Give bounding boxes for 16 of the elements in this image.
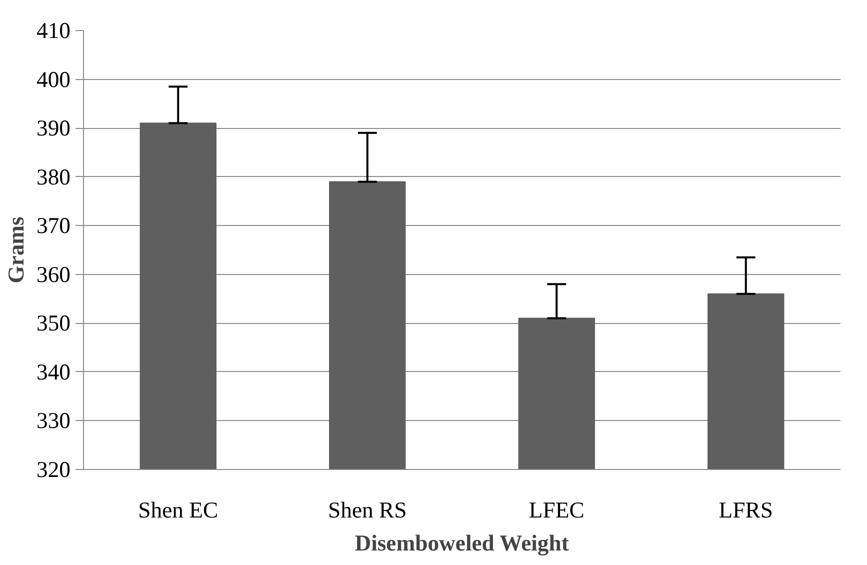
- y-tick-label: 360: [36, 262, 70, 287]
- x-tick-label: Shen EC: [138, 498, 218, 522]
- x-tick-label: LFEC: [528, 498, 584, 522]
- y-tick-label: 340: [36, 359, 70, 384]
- y-tick-label: 320: [36, 457, 70, 482]
- y-tick-label: 370: [36, 213, 70, 238]
- y-axis-title: Grams: [4, 216, 29, 284]
- y-tick-label: 350: [36, 310, 70, 336]
- y-tick-label: 380: [36, 164, 70, 190]
- y-tick-label: 400: [36, 66, 70, 92]
- y-tick-label: 410: [36, 18, 70, 43]
- y-tick-label: 330: [36, 408, 70, 434]
- x-axis-title: Disemboweled Weight: [354, 530, 570, 556]
- x-tick-label: Shen RS: [328, 498, 407, 522]
- x-tick-label: LFRS: [718, 498, 773, 522]
- y-tick-label: 390: [36, 116, 70, 141]
